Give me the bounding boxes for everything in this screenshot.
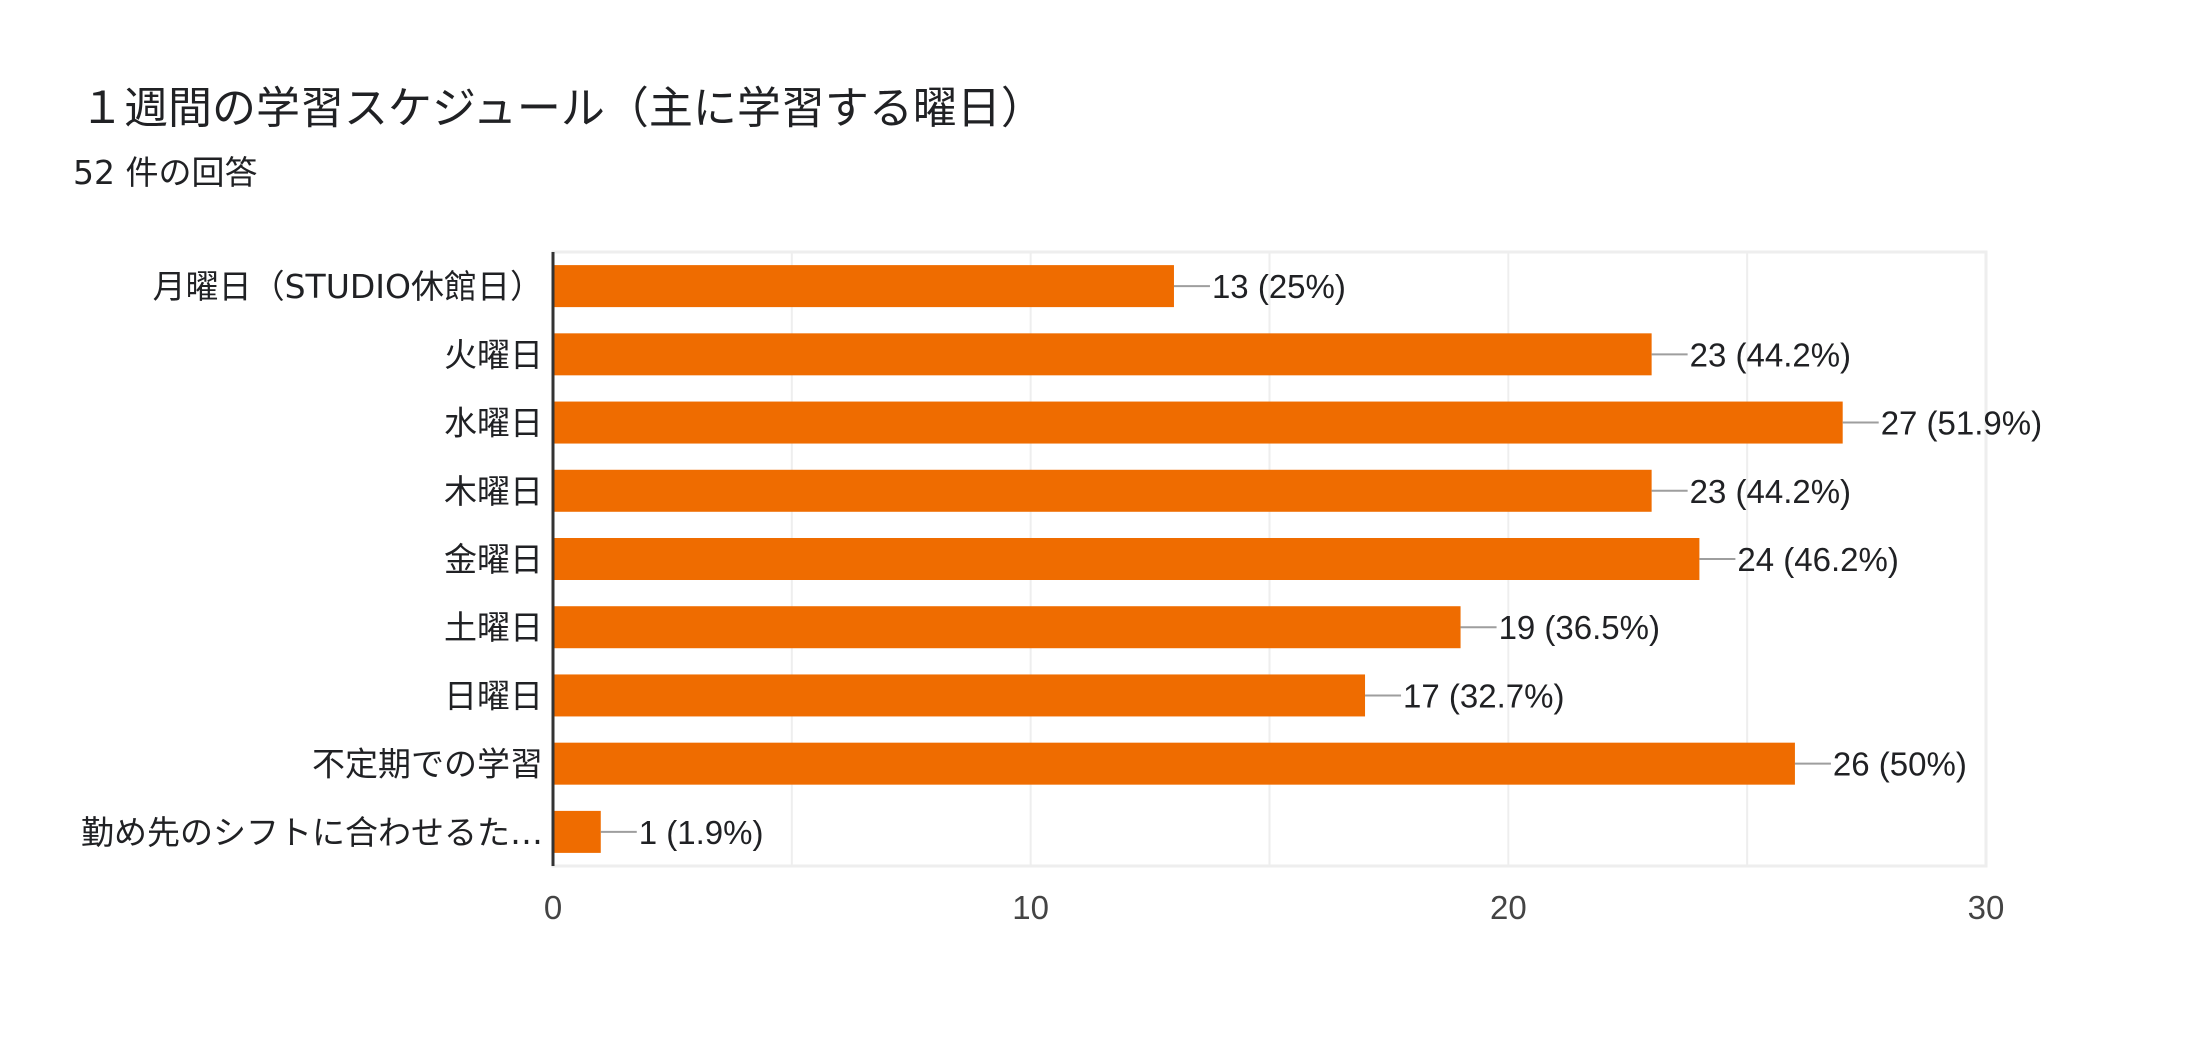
bar bbox=[553, 469, 1652, 512]
bar bbox=[553, 742, 1795, 785]
data-label: 13 (25%) bbox=[1212, 268, 1346, 305]
labels: 月曜日（STUDIO休館日） 13 (25%) 火曜日 23 (44.2%) 水曜日 27… bbox=[81, 267, 2042, 852]
x-tick-label: 20 bbox=[1490, 889, 1527, 926]
x-tick-label: 30 bbox=[1968, 889, 2005, 926]
data-label: 17 (32.7%) bbox=[1403, 677, 1564, 714]
bars bbox=[553, 265, 1843, 853]
data-label: 27 (51.9%) bbox=[1881, 405, 2042, 442]
category-label: 月曜日（STUDIO休館日） bbox=[153, 267, 543, 306]
category-label: 火曜日 bbox=[444, 335, 543, 374]
category-label: 金曜日 bbox=[444, 540, 543, 579]
data-label: 23 (44.2%) bbox=[1690, 473, 1851, 510]
chart-title: １週間の学習スケジュール（主に学習する曜日） bbox=[80, 83, 1045, 134]
x-tick-label: 10 bbox=[1012, 889, 1049, 926]
bar bbox=[553, 674, 1366, 717]
data-label: 1 (1.9%) bbox=[639, 814, 764, 851]
response-count: 52 件の回答 bbox=[73, 153, 258, 192]
bar bbox=[553, 606, 1461, 649]
category-label: 木曜日 bbox=[444, 472, 543, 511]
category-label: 水曜日 bbox=[444, 404, 543, 443]
category-label: 日曜日 bbox=[444, 676, 543, 715]
bar bbox=[553, 538, 1700, 580]
data-label: 23 (44.2%) bbox=[1690, 336, 1851, 373]
x-tick-label: 0 bbox=[544, 889, 562, 926]
data-label: 26 (50%) bbox=[1833, 746, 1967, 783]
axes: 0 10 20 30 bbox=[544, 252, 2005, 926]
bar bbox=[553, 333, 1652, 376]
category-label: 不定期での学習 bbox=[312, 745, 543, 784]
data-label: 19 (36.5%) bbox=[1499, 609, 1660, 646]
bar bbox=[553, 401, 1843, 444]
bar bbox=[553, 265, 1174, 308]
data-label: 24 (46.2%) bbox=[1737, 541, 1898, 578]
category-label: 土曜日 bbox=[444, 608, 543, 647]
bar bbox=[553, 810, 601, 853]
category-label: 勤め先のシフトに合わせるた… bbox=[81, 813, 543, 852]
